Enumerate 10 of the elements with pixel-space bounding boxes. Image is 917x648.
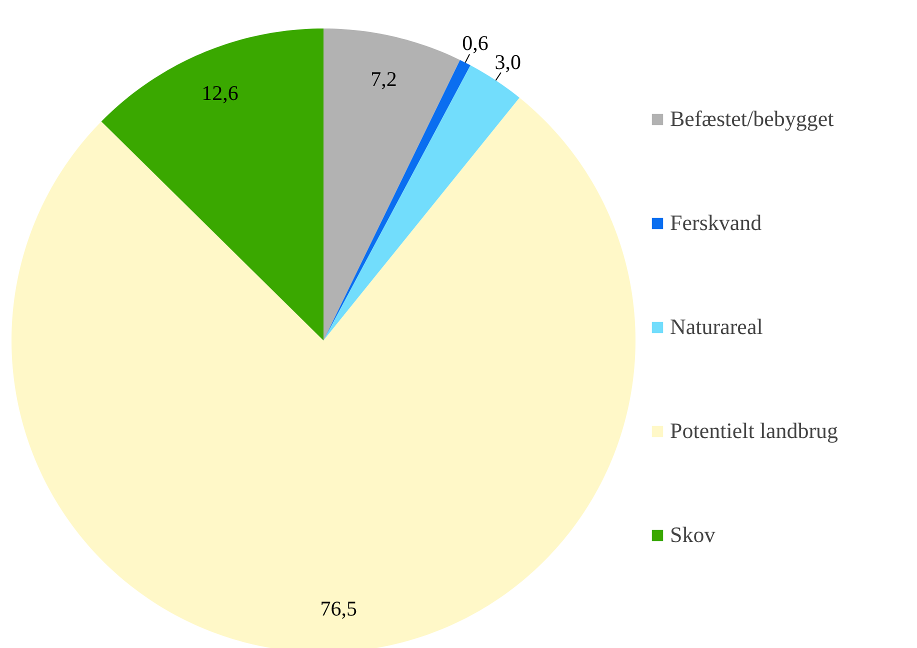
data-label: 3,0: [494, 50, 521, 74]
data-label: 76,5: [320, 596, 358, 620]
data-label: 12,6: [202, 80, 238, 105]
legend-label: Potentielt landbrug: [670, 418, 838, 444]
legend-label: Skov: [670, 522, 716, 548]
legend-label: Naturareal: [670, 314, 763, 340]
data-label: 7,2: [370, 67, 397, 92]
legend-label: Befæstet/bebygget: [670, 106, 834, 132]
legend-label: Ferskvand: [670, 210, 762, 236]
data-label: 0,6: [462, 31, 488, 56]
